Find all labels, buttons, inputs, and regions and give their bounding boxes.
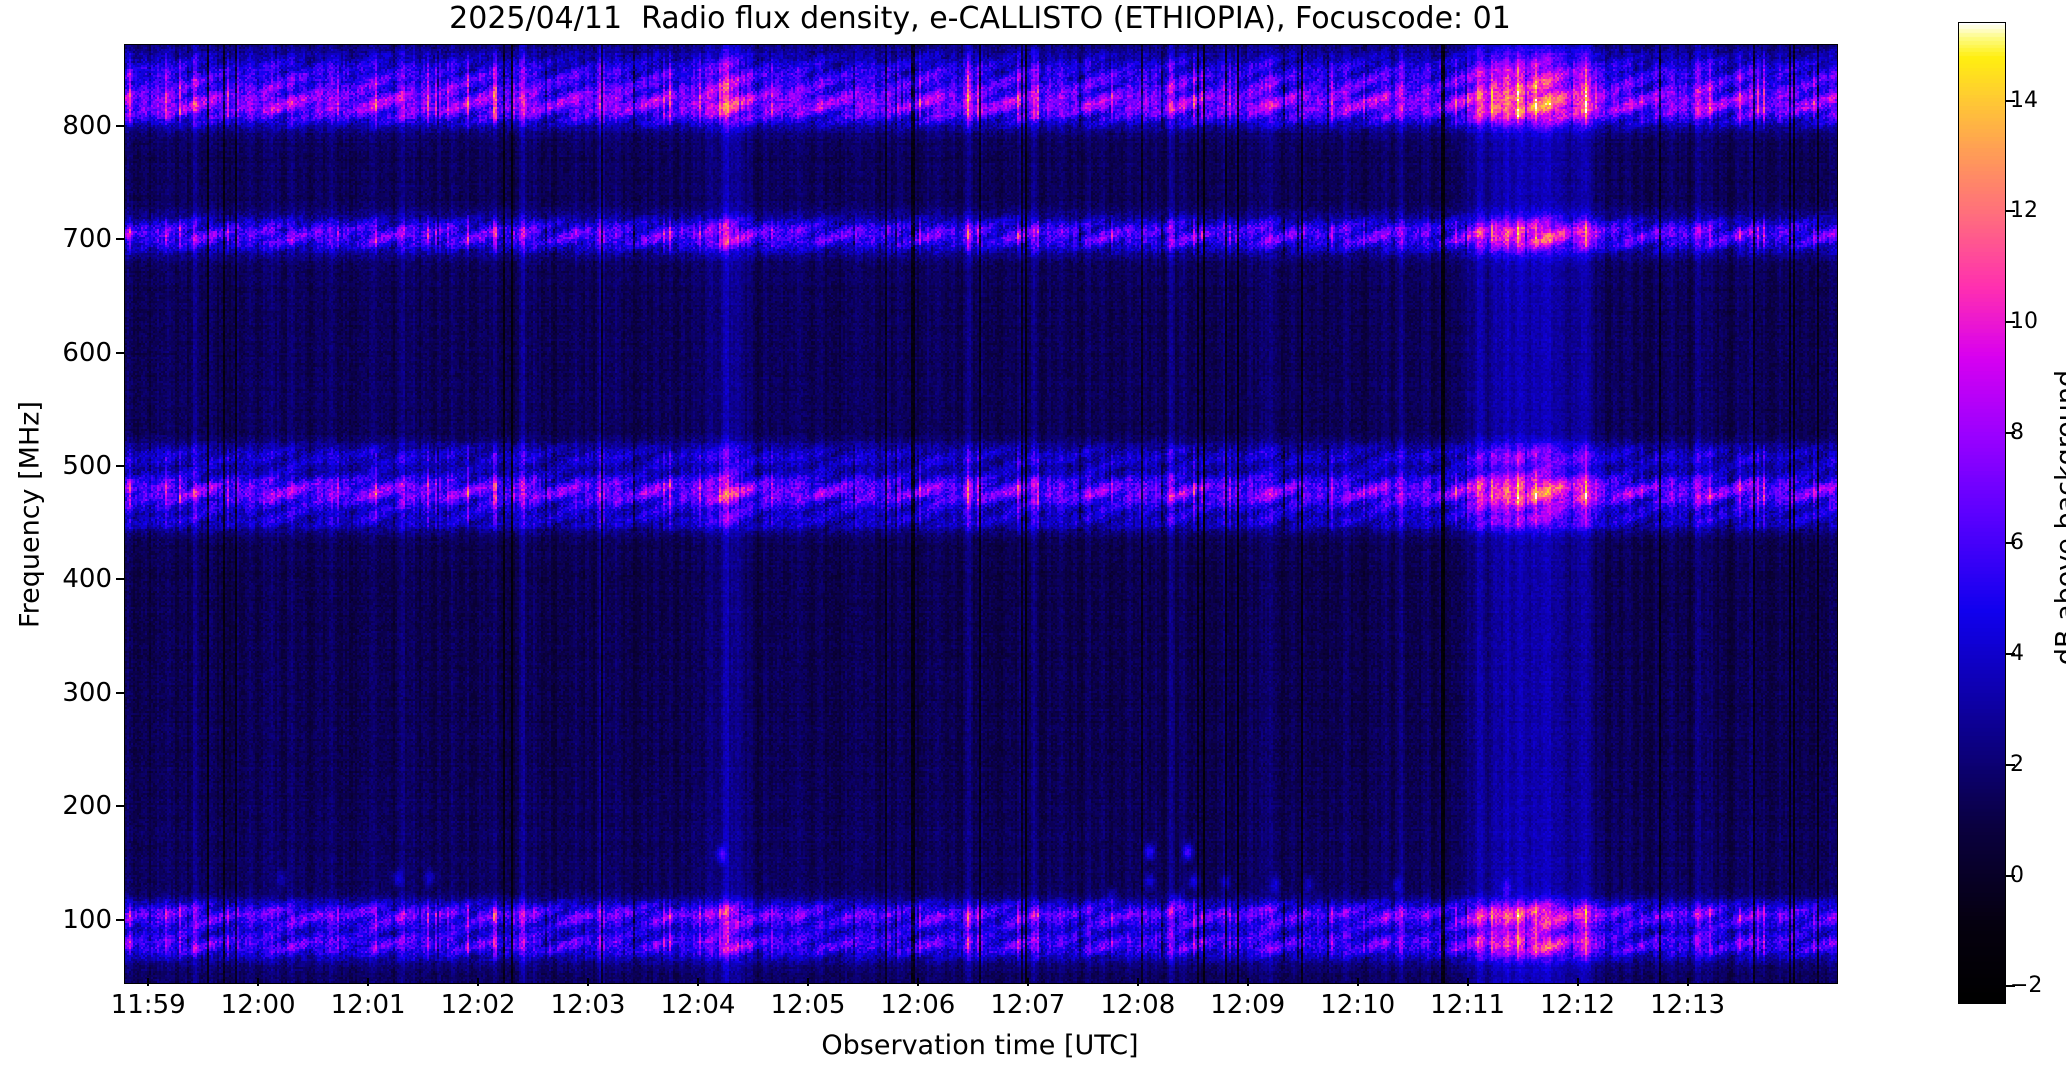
colorbar-tick-label: 8 — [2010, 419, 2024, 445]
y-axis-tick-label: 200 — [62, 791, 112, 822]
x-axis-tick-label: 12:03 — [550, 990, 626, 1020]
colorbar-tick-mark — [2006, 542, 2015, 545]
x-axis-tick-label: 11:59 — [110, 990, 186, 1020]
y-axis-tick: 200 — [0, 791, 124, 821]
spectrogram-image — [125, 45, 1837, 983]
y-axis-tick-mark — [116, 691, 124, 694]
colorbar-tick-mark — [2006, 431, 2015, 434]
colorbar-tick-mark — [2006, 320, 2015, 323]
x-axis-tick-label: 12:06 — [880, 990, 956, 1020]
x-axis-tick-mark — [477, 978, 480, 986]
x-axis-tick-label: 12:11 — [1430, 990, 1506, 1020]
colorbar[interactable] — [1958, 22, 2006, 1004]
colorbar-tick-label: 4 — [2010, 641, 2024, 667]
x-axis-tick-mark — [696, 978, 699, 986]
x-axis-tick-label: 12:08 — [1100, 990, 1176, 1020]
colorbar-tick-mark — [2006, 985, 2015, 988]
x-axis-tick-mark — [916, 978, 919, 986]
x-axis-tick-label: 12:01 — [330, 990, 406, 1020]
x-axis-tick-mark — [1576, 978, 1579, 986]
y-axis-tick: 100 — [0, 905, 124, 935]
colorbar-tick-mark — [2006, 763, 2015, 766]
y-axis-tick: 300 — [0, 678, 124, 708]
y-axis-tick-label: 500 — [62, 450, 112, 481]
x-axis-tick-mark — [1136, 978, 1139, 986]
colorbar-tick-label: 0 — [2010, 862, 2024, 888]
x-axis-tick-label: 12:09 — [1210, 990, 1286, 1020]
colorbar-tick-label: 2 — [2010, 751, 2024, 777]
x-axis-tick-mark — [1246, 978, 1249, 986]
y-axis-tick: 500 — [0, 451, 124, 481]
x-axis-tick-mark — [587, 978, 589, 986]
colorbar-tick-label: −2 — [2010, 973, 2043, 999]
y-axis-tick-label: 400 — [62, 564, 112, 595]
spectrogram-axes[interactable] — [124, 44, 1838, 984]
y-axis-tick-mark — [116, 578, 124, 581]
x-axis-tick-mark — [806, 978, 809, 986]
x-axis-tick-label: 12:05 — [770, 990, 846, 1020]
y-axis-tick-mark — [116, 238, 124, 241]
colorbar-group: dB above background −2 0 2 4 6 8 10 12 14 — [1958, 22, 2066, 1022]
y-axis-tick-label: 300 — [62, 677, 112, 708]
x-axis-tick-label: 12:07 — [990, 990, 1066, 1020]
x-axis-tick-mark — [1356, 978, 1359, 986]
colorbar-tick-mark — [2006, 99, 2015, 102]
colorbar-label: dB above background — [2050, 369, 2066, 666]
y-axis-tick-mark — [116, 351, 124, 354]
y-axis-tick-mark — [116, 124, 124, 127]
x-axis-tick-label: 12:02 — [440, 990, 516, 1020]
y-axis-tick-label: 700 — [62, 224, 112, 255]
y-axis-tick: 700 — [0, 224, 124, 254]
y-axis-tick-mark — [116, 464, 124, 467]
x-axis-tick-mark — [257, 978, 260, 986]
x-axis-tick-label: 12:10 — [1320, 990, 1396, 1020]
y-axis-tick: 800 — [0, 111, 124, 141]
x-axis-tick-mark — [1026, 978, 1029, 986]
x-axis: Observation time [UTC] 11:59 12:00 12:01 12… — [111, 978, 1838, 1067]
colorbar-tick-label: 6 — [2010, 530, 2024, 556]
colorbar-tick-mark — [2006, 653, 2015, 656]
x-axis-tick-mark — [147, 978, 150, 986]
page-title: 2025/04/11 Radio flux density, e-CALLIST… — [449, 1, 1511, 36]
y-axis: Frequency [MHz] 800 700 600 500 400 300 200 100 — [0, 44, 124, 984]
x-axis-tick-mark — [367, 978, 370, 986]
y-axis-label: Frequency [MHz] — [14, 401, 46, 628]
y-axis-tick-label: 800 — [62, 110, 112, 141]
y-axis-tick: 400 — [0, 564, 124, 594]
y-axis-tick: 600 — [0, 338, 124, 368]
colorbar-tick-mark — [2006, 210, 2015, 213]
colorbar-gradient — [1959, 23, 2005, 1003]
y-axis-tick-mark — [116, 918, 124, 921]
y-axis-tick-mark — [116, 805, 124, 808]
y-axis-tick-label: 100 — [62, 904, 112, 935]
x-axis-tick-label: 12:13 — [1650, 990, 1726, 1020]
x-axis-tick-label: 12:12 — [1540, 990, 1616, 1020]
x-axis-tick-label: 12:04 — [660, 990, 736, 1020]
x-axis-tick-mark — [1686, 978, 1689, 986]
x-axis-tick-mark — [1466, 978, 1469, 986]
colorbar-tick-mark — [2006, 874, 2015, 877]
y-axis-tick-label: 600 — [62, 337, 112, 368]
x-axis-label: Observation time [UTC] — [821, 1030, 1139, 1061]
x-axis-tick-label: 12:00 — [220, 990, 296, 1020]
